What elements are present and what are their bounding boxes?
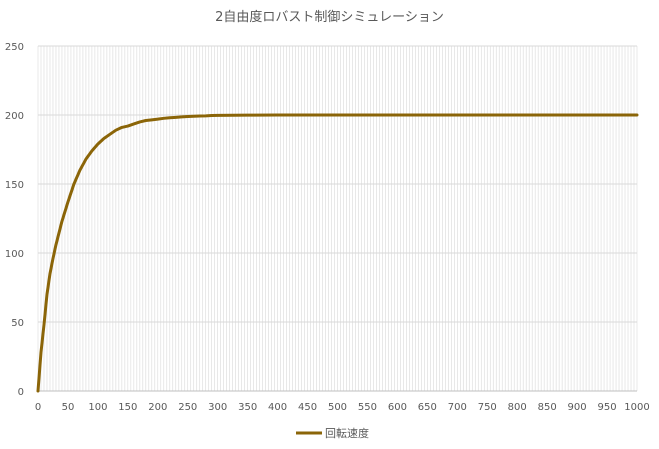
x-tick-label: 350 — [238, 402, 257, 413]
x-tick-label: 100 — [88, 402, 107, 413]
legend-label: 回転速度 — [325, 426, 369, 440]
x-tick-label: 500 — [328, 402, 347, 413]
x-tick-label: 550 — [358, 402, 377, 413]
x-tick-label: 150 — [118, 402, 137, 413]
y-tick-label: 100 — [5, 249, 24, 260]
x-tick-label: 50 — [62, 402, 75, 413]
grid — [37, 45, 638, 392]
x-tick-label: 0 — [35, 402, 41, 413]
x-tick-label: 900 — [568, 402, 587, 413]
y-tick-label: 50 — [11, 318, 24, 329]
x-tick-label: 650 — [418, 402, 437, 413]
legend: 回転速度 — [296, 426, 369, 440]
y-tick-label: 200 — [5, 111, 24, 122]
y-tick-label: 0 — [18, 387, 24, 398]
x-tick-label: 600 — [388, 402, 407, 413]
x-tick-label: 850 — [538, 402, 557, 413]
x-tick-label: 450 — [298, 402, 317, 413]
y-tick-label: 250 — [5, 42, 24, 53]
x-tick-label: 700 — [448, 402, 467, 413]
x-tick-label: 200 — [148, 402, 167, 413]
x-tick-label: 950 — [598, 402, 617, 413]
x-tick-label: 750 — [478, 402, 497, 413]
x-tick-label: 300 — [208, 402, 227, 413]
x-tick-label: 250 — [178, 402, 197, 413]
x-tick-label: 1000 — [624, 402, 649, 413]
chart-title: 2自由度ロバスト制御シミュレーション — [215, 9, 444, 25]
series-line — [36, 113, 639, 393]
axes: 0 50 100 150 200 250 0 50 100 150 200 250 300 350 400 4… — [5, 42, 650, 413]
series-layer — [36, 113, 639, 393]
x-tick-label: 400 — [268, 402, 287, 413]
y-tick-label: 150 — [5, 180, 24, 191]
x-tick-label: 800 — [508, 402, 527, 413]
